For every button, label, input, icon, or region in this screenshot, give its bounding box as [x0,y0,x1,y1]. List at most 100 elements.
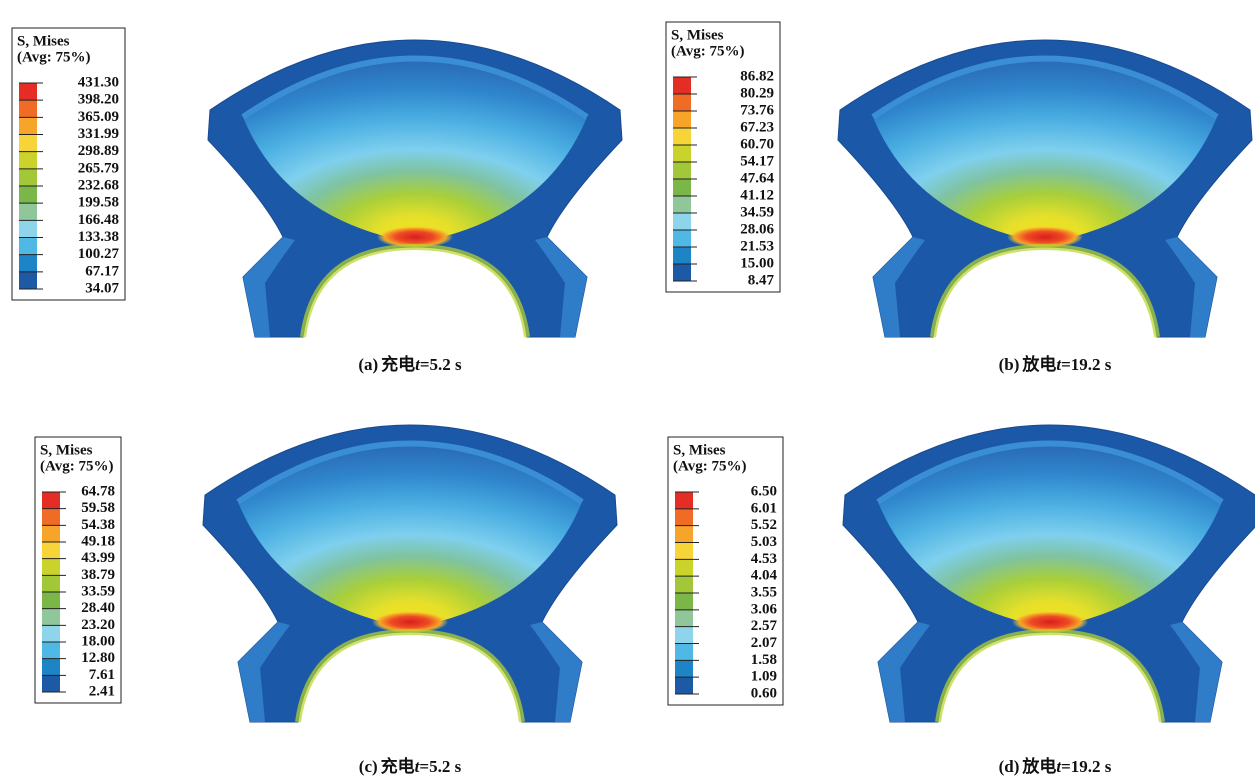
legend-value: 2.07 [751,635,778,651]
legend-swatch [42,492,60,509]
legend-swatch [673,196,691,214]
caption-label: (b) [999,355,1020,374]
caption-name: 充电 [381,756,415,776]
legend-swatch [673,94,691,112]
legend-swatch [19,203,37,221]
legend-value: 47.64 [740,170,774,186]
legend-value: 7.61 [89,667,115,683]
legend-value: 18.00 [81,633,115,649]
legend-value: 431.30 [78,74,119,90]
caption-name: 放电 [1021,756,1056,776]
caption-time: =5.2 s [419,757,461,776]
legend-swatch [42,592,60,609]
legend-value: 80.29 [740,85,774,101]
legend-swatch [673,179,691,197]
legend-value: 28.40 [81,600,115,616]
legend-swatch [673,77,691,95]
legend-title: S, Mises [40,442,93,458]
legend-value: 67.17 [85,263,119,279]
legend-value: 54.17 [740,153,774,169]
legend-title: S, Mises [17,33,70,49]
legend-value: 34.59 [740,204,774,220]
legend-value: 49.18 [81,533,115,549]
legend-swatch [675,576,693,593]
page: S, Mises(Avg: 75%)431.30398.20365.09331.… [0,0,1255,781]
legend-value: 4.04 [751,568,778,584]
legend-swatch [675,492,693,509]
legend-swatch [19,117,37,135]
legend-value: 54.38 [81,517,115,533]
contour-plot [208,40,622,337]
legend-swatch [42,542,60,559]
legend-value: 43.99 [81,550,115,566]
caption-time: =19.2 s [1061,355,1112,374]
legend-swatch [42,509,60,526]
legend-swatch [42,642,60,659]
legend-value: 365.09 [78,109,119,125]
caption-time: =5.2 s [420,355,462,374]
legend-value: 12.80 [81,650,115,666]
legend-value: 331.99 [78,126,119,142]
legend-swatch [673,128,691,146]
legend-swatch [675,543,693,560]
legend-swatch [675,677,693,694]
legend-value: 33.59 [81,583,115,599]
legend-swatch [42,675,60,692]
caption: (c)充电t=5.2 s [359,756,462,776]
legend-title: (Avg: 75%) [673,458,746,474]
legend-value: 232.68 [78,177,119,193]
legend-value: 28.06 [740,221,774,237]
legend-value: 64.78 [81,483,115,499]
legend-swatch [42,659,60,676]
caption-label: (d) [999,757,1020,776]
legend-swatch [19,238,37,256]
legend-value: 166.48 [78,212,119,228]
legend-value: 23.20 [81,617,115,633]
legend-swatch [673,230,691,248]
legend-value: 5.52 [751,517,777,533]
legend-swatch [675,610,693,627]
legend-swatch [675,559,693,576]
figure: S, Mises(Avg: 75%)431.30398.20365.09331.… [0,0,1255,781]
legend-swatch [675,660,693,677]
legend-title: S, Mises [671,27,724,43]
legend-swatch [42,525,60,542]
legend-swatch [42,575,60,592]
legend-swatch [19,152,37,170]
legend-swatch [673,247,691,265]
caption: (d)放电t=19.2 s [999,756,1112,776]
legend-swatch [673,145,691,163]
legend-value: 3.06 [751,601,778,617]
legend-value: 199.58 [78,195,119,211]
legend-value: 298.89 [78,143,119,159]
legend-swatch [19,186,37,204]
caption-name: 充电 [381,354,415,374]
legend-value: 59.58 [81,500,115,516]
legend-swatch [19,100,37,118]
legend-swatch [42,609,60,626]
legend-value: 2.57 [751,618,778,634]
legend-swatch [19,135,37,153]
contour-plot [203,425,617,722]
legend-value: 133.38 [78,229,119,245]
legend-value: 38.79 [81,567,115,583]
legend-swatch [673,264,691,282]
legend-value: 1.09 [751,669,777,685]
legend-value: 8.47 [748,272,775,288]
legend-swatch [19,255,37,273]
legend-swatch [673,162,691,180]
legend-swatch [675,526,693,543]
legend-title: S, Mises [673,442,726,458]
legend-value: 2.41 [89,683,115,699]
caption-label: (c) [359,757,378,776]
legend-swatch [19,169,37,187]
caption-label: (a) [358,355,378,374]
legend-value: 6.50 [751,483,777,499]
caption-time: =19.2 s [1061,757,1112,776]
legend-swatch [19,220,37,238]
legend-value: 0.60 [751,685,777,701]
legend-swatch [19,272,37,290]
legend-value: 34.07 [85,280,119,296]
contour-plot [838,40,1252,337]
legend-swatch [675,509,693,526]
